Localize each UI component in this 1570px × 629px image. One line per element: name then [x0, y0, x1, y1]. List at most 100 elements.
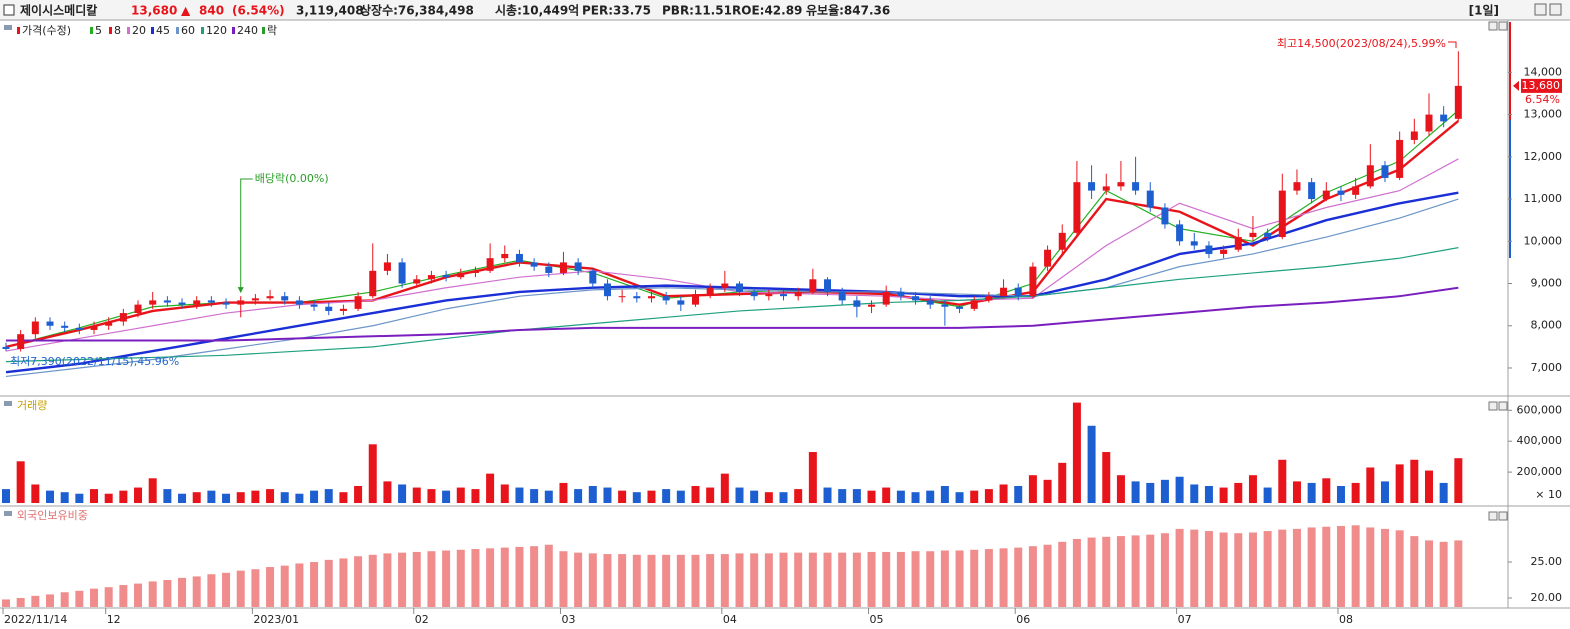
volume-bar [1292, 481, 1301, 503]
period[interactable]: [1일] [1469, 4, 1499, 18]
foreign-bar [31, 595, 40, 607]
candle-body [193, 300, 201, 305]
candle-body [486, 258, 494, 271]
foreign-bar [236, 570, 245, 607]
candle-body [1044, 249, 1052, 267]
foreign-bar [1307, 527, 1316, 607]
candle-body [589, 270, 597, 284]
candle-body [1117, 182, 1125, 187]
volume-bar [764, 492, 773, 503]
candle-body [442, 275, 450, 278]
panel-button[interactable] [1488, 21, 1498, 31]
panel-button[interactable] [1498, 401, 1508, 411]
foreign-bar [1028, 546, 1037, 607]
volume-bar [486, 473, 495, 503]
foreign-bar [1454, 540, 1463, 607]
candle-body [207, 300, 215, 303]
foreign-bar [412, 551, 421, 607]
panel-button[interactable] [1488, 511, 1498, 521]
panel-icon[interactable] [4, 511, 12, 516]
candle-body [339, 308, 347, 311]
change-pct: (6.54%) [232, 4, 285, 18]
high-annotation: 최고14,500(2023/08/24),5.99% [1277, 37, 1446, 50]
candle-body [809, 279, 817, 292]
volume-bar [530, 489, 539, 503]
volume-bar [60, 492, 69, 503]
volume-bar [46, 490, 55, 503]
foreign-bar [706, 554, 715, 607]
foreign-bar [588, 553, 597, 607]
close-button[interactable] [1549, 3, 1562, 16]
candle-body [398, 262, 406, 284]
candle-body [1000, 287, 1008, 297]
volume-bar [1175, 476, 1184, 503]
candle-body [251, 298, 259, 301]
y-tick-label: 13,000 [1524, 108, 1563, 121]
candle-body [457, 272, 465, 278]
volume-bar [1058, 462, 1067, 503]
panel-button[interactable] [1498, 511, 1508, 521]
foreign-bar [603, 554, 612, 607]
volume-bar [295, 493, 304, 503]
candle-body [559, 262, 567, 273]
volume-bar [163, 489, 172, 503]
panel-button[interactable] [1498, 21, 1508, 31]
candle-body [647, 296, 655, 299]
foreign-bar [354, 556, 363, 607]
volume-bar [1351, 482, 1360, 503]
candle-body [1146, 190, 1154, 208]
volume-bar [676, 490, 685, 503]
legend-label: 240 [237, 24, 258, 37]
volume-bar [266, 489, 275, 503]
foreign-bar [867, 551, 876, 607]
volume-bar [1307, 482, 1316, 503]
y-tick-label: 8,000 [1531, 319, 1563, 332]
legend-swatch [201, 27, 204, 34]
volume-bar [574, 489, 583, 503]
panel-button[interactable] [1488, 401, 1498, 411]
candle-body [970, 300, 978, 309]
checkbox[interactable] [3, 4, 15, 16]
volume-bar [1234, 482, 1243, 503]
foreign-bar [911, 551, 920, 607]
volume-bar [16, 461, 25, 503]
volume-bar [926, 490, 935, 503]
foreign-bar [984, 549, 993, 607]
candle-body [310, 304, 318, 307]
volume-bar [955, 492, 964, 503]
candle-body [1308, 182, 1316, 200]
candle-body [1410, 131, 1418, 140]
candle-body [295, 300, 303, 305]
volume-bar [1028, 475, 1037, 503]
volume-bar [735, 487, 744, 503]
foreign-bar [1204, 531, 1213, 607]
volume-bar [559, 482, 568, 503]
foreign-bar [339, 558, 348, 607]
candle-body [325, 306, 333, 311]
foreign-bar [1278, 529, 1287, 607]
volume-bar [178, 493, 187, 503]
x-tick-label: 04 [723, 613, 737, 626]
candle-body [1396, 139, 1404, 178]
foreign-bar [926, 551, 935, 607]
foreign-bar [999, 548, 1008, 607]
volume-bar [192, 492, 201, 503]
arrow-head [237, 287, 244, 294]
foreign-bar [1190, 529, 1199, 607]
candle-body [780, 294, 788, 297]
window-button[interactable] [1534, 3, 1547, 16]
header-stat: PBR:11.51 [662, 4, 732, 18]
volume-bar [75, 493, 84, 503]
legend-swatch [90, 27, 93, 34]
panel-icon[interactable] [4, 401, 12, 406]
panel-icon[interactable] [4, 25, 12, 30]
candle-body [1220, 249, 1228, 254]
candle-body [1425, 114, 1433, 132]
foreign-bar [852, 552, 861, 607]
candle-body [105, 321, 113, 326]
candle-body [530, 262, 538, 267]
y-tick-label: 400,000 [1517, 434, 1563, 447]
candle-body [1058, 232, 1066, 250]
foreign-bar [134, 583, 143, 607]
